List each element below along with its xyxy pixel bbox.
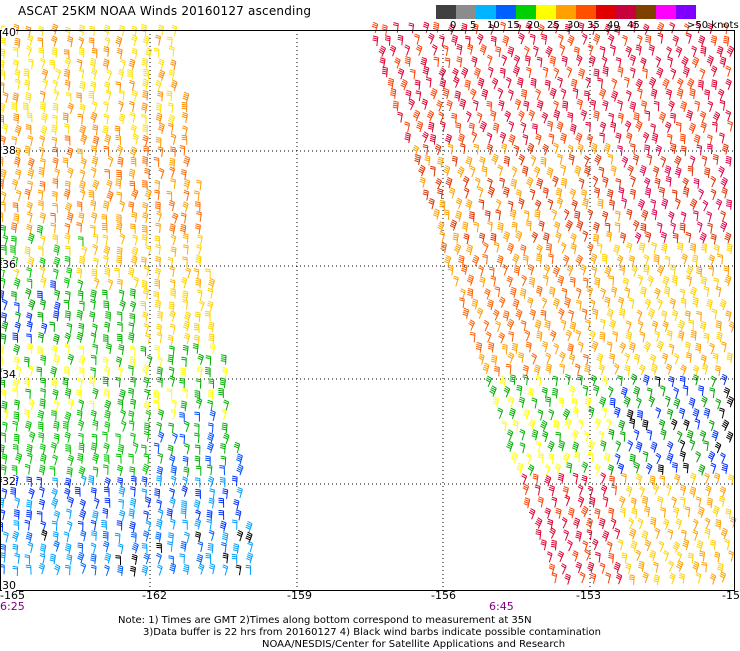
note-line-2: 3)Data buffer is 22 hrs from 20160127 4)… <box>143 627 601 639</box>
scale-label: 20 <box>527 20 540 31</box>
right-swath-wind-barbs <box>372 22 736 585</box>
scale-swatch <box>536 5 556 19</box>
pass-time-label: 6:25 <box>0 600 25 613</box>
scale-label: 25 <box>547 20 560 31</box>
scale-label: 15 <box>507 20 520 31</box>
scale-swatch <box>496 5 516 19</box>
scale-label: 45 <box>627 20 640 31</box>
longitude-label: -153 <box>576 589 601 602</box>
scale-swatch <box>656 5 676 19</box>
note-line-1: Note: 1) Times are GMT 2)Times along bot… <box>118 615 532 627</box>
scale-swatch <box>436 5 456 19</box>
scale-swatch <box>476 5 496 19</box>
scale-swatch <box>596 5 616 19</box>
wind-speed-color-scale <box>436 5 696 19</box>
scale-swatch <box>636 5 656 19</box>
scale-label: 30 <box>567 20 580 31</box>
latitude-label: 38 <box>2 145 16 156</box>
scale-swatch <box>576 5 596 19</box>
latitude-label: 34 <box>2 369 16 380</box>
scale-label: 0 <box>450 20 456 31</box>
longitude-label: -159 <box>287 589 312 602</box>
latitude-label: 40 <box>2 27 16 38</box>
latitude-label: 36 <box>2 259 16 270</box>
longitude-label: -150 <box>722 589 740 602</box>
pass-time-label: 6:45 <box>489 600 514 613</box>
wind-map <box>0 0 740 600</box>
scale-unit-label: >50 knots <box>687 20 739 31</box>
latitude-label: 30 <box>2 580 16 591</box>
scale-swatch <box>616 5 636 19</box>
latitude-label: 32 <box>2 476 16 487</box>
scale-label: 35 <box>587 20 600 31</box>
scale-label: 10 <box>487 20 500 31</box>
scale-label: 5 <box>470 20 476 31</box>
left-swath-wind-barbs <box>0 24 253 577</box>
scale-label: 40 <box>607 20 620 31</box>
longitude-label: -156 <box>431 589 456 602</box>
scale-swatch <box>676 5 696 19</box>
map-title: ASCAT 25KM NOAA Winds 20160127 ascending <box>18 4 311 18</box>
scale-swatch <box>556 5 576 19</box>
scale-swatch <box>516 5 536 19</box>
note-line-3: NOAA/NESDIS/Center for Satellite Applica… <box>262 639 565 651</box>
longitude-label: -162 <box>142 589 167 602</box>
scale-swatch <box>456 5 476 19</box>
